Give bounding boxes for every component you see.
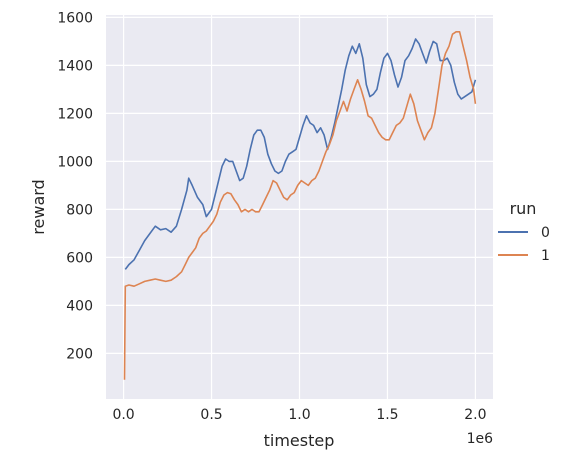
y-tick-labels: 200 400 600 800 1000 1200 1400 1600: [57, 10, 93, 362]
y-tick-label: 800: [66, 202, 93, 218]
x-tick-label: 1.5: [376, 407, 398, 423]
y-tick-label: 200: [66, 346, 93, 362]
legend-label-1: 1: [541, 248, 550, 264]
legend-label-0: 0: [541, 225, 550, 241]
x-tick-labels: 0.0 0.5 1.0 1.5 2.0: [112, 407, 486, 423]
x-tick-label: 2.0: [464, 407, 486, 423]
x-axis-offset-label: 1e6: [467, 431, 494, 447]
x-tick-label: 1.0: [288, 407, 310, 423]
y-tick-label: 1200: [57, 106, 93, 122]
x-tick-label: 0.5: [200, 407, 222, 423]
series-line-1: [123, 31, 477, 380]
legend-title: run: [510, 199, 537, 218]
y-axis-label: reward: [29, 179, 48, 234]
y-tick-label: 1400: [57, 58, 93, 74]
x-axis-label: timestep: [264, 431, 335, 450]
y-tick-label: 400: [66, 298, 93, 314]
x-tick-label: 0.0: [112, 407, 134, 423]
series-group: [123, 31, 477, 380]
y-tick-label: 1600: [57, 10, 93, 26]
y-tick-label: 1000: [57, 154, 93, 170]
y-tick-label: 600: [66, 250, 93, 266]
series-line-0: [124, 38, 477, 270]
legend: run 0 1: [498, 199, 550, 264]
